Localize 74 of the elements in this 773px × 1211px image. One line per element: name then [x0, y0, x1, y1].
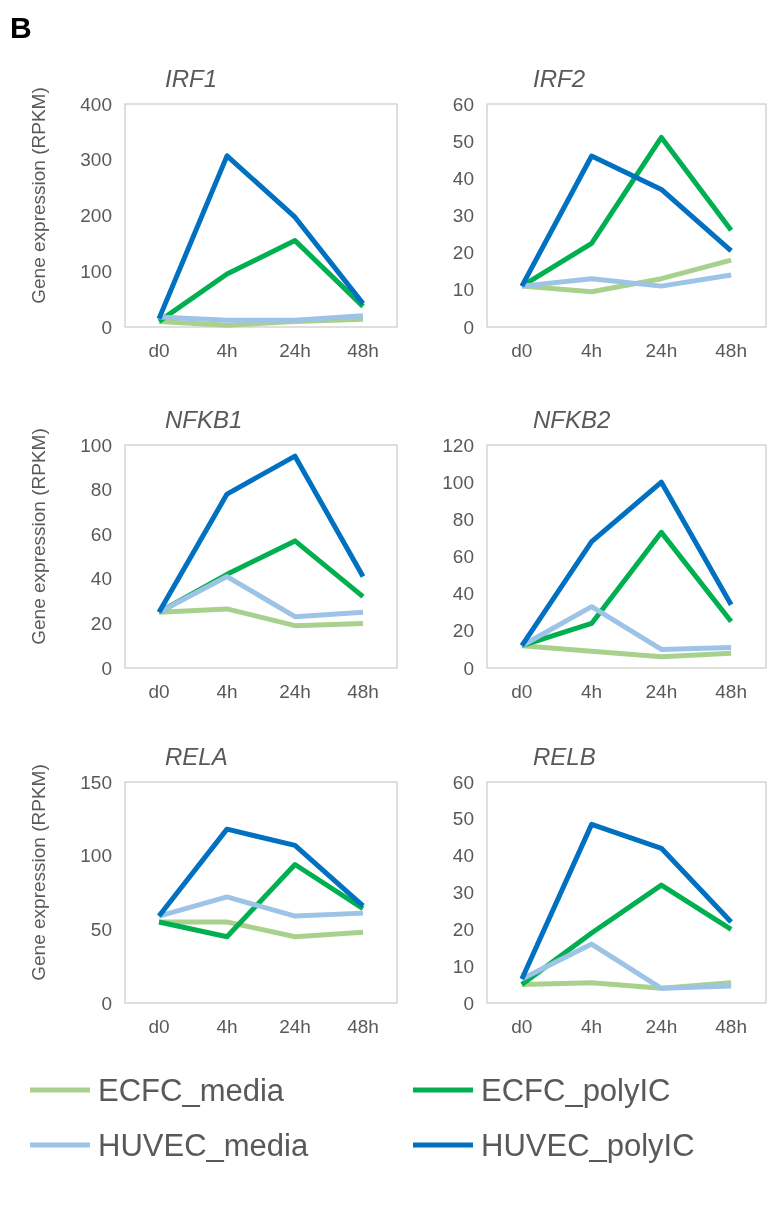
x-tick-label: d0 [511, 1016, 533, 1037]
legend-label: HUVEC_media [98, 1127, 309, 1163]
y-tick-label: 50 [452, 130, 474, 152]
y-tick-label: 300 [80, 149, 112, 171]
x-tick-label: 24h [279, 340, 311, 361]
y-tick-label: 150 [80, 771, 112, 793]
x-tick-label: 48h [347, 681, 379, 702]
x-tick-label: 48h [715, 340, 747, 361]
y-tick-label: 100 [442, 471, 474, 493]
y-tick-label: 0 [101, 316, 112, 338]
x-tick-label: d0 [511, 340, 533, 361]
x-tick-label: 4h [581, 340, 603, 361]
y-tick-label: 40 [452, 845, 474, 867]
y-tick-label: 10 [452, 955, 474, 977]
x-tick-label: 24h [645, 681, 678, 702]
y-tick-label: 0 [463, 316, 474, 338]
x-tick-label: 48h [347, 1016, 379, 1037]
x-tick-label: 24h [645, 1016, 678, 1037]
y-tick-label: 0 [463, 992, 474, 1014]
y-axis-title: Gene expression (RPKM) [28, 428, 49, 645]
chart-title: NFKB2 [533, 406, 611, 433]
y-tick-label: 20 [452, 918, 474, 940]
y-tick-label: 40 [452, 167, 474, 189]
x-tick-label: 24h [645, 340, 678, 361]
y-tick-label: 100 [80, 434, 112, 456]
y-axis-title: Gene expression (RPKM) [28, 764, 49, 981]
y-tick-label: 0 [101, 992, 112, 1014]
x-tick-label: d0 [148, 681, 170, 702]
chart-title: RELB [533, 743, 596, 770]
x-tick-label: 4h [216, 340, 238, 361]
x-tick-label: 48h [715, 681, 747, 702]
x-tick-label: 4h [216, 1016, 238, 1037]
y-tick-label: 100 [80, 260, 112, 282]
y-tick-label: 50 [452, 808, 474, 830]
x-tick-label: d0 [511, 681, 533, 702]
y-tick-label: 200 [80, 205, 112, 227]
y-tick-label: 400 [80, 93, 112, 115]
y-tick-label: 120 [442, 434, 474, 456]
y-tick-label: 0 [463, 657, 474, 679]
legend-label: ECFC_polyIC [481, 1072, 671, 1108]
y-tick-label: 20 [452, 242, 474, 264]
y-tick-label: 30 [452, 205, 474, 227]
x-tick-label: 4h [581, 1016, 603, 1037]
x-tick-label: d0 [148, 340, 170, 361]
y-tick-label: 0 [101, 657, 112, 679]
y-tick-label: 60 [452, 771, 474, 793]
y-tick-label: 40 [90, 568, 112, 590]
y-tick-label: 60 [452, 546, 474, 568]
y-tick-label: 50 [90, 918, 112, 940]
chart-title: NFKB1 [165, 406, 243, 433]
y-axis-title: Gene expression (RPKM) [28, 87, 49, 304]
chart-title: IRF1 [165, 65, 218, 92]
y-tick-label: 80 [452, 508, 474, 530]
y-tick-label: 20 [90, 613, 112, 635]
x-tick-label: 24h [279, 681, 311, 702]
chart-title: RELA [165, 743, 228, 770]
x-tick-label: 4h [581, 681, 603, 702]
y-tick-label: 20 [452, 620, 474, 642]
legend-label: ECFC_media [98, 1072, 285, 1108]
x-tick-label: 48h [715, 1016, 747, 1037]
x-tick-label: d0 [148, 1016, 170, 1037]
x-tick-label: 48h [347, 340, 379, 361]
y-tick-label: 40 [452, 583, 474, 605]
legend-label: HUVEC_polyIC [481, 1127, 695, 1163]
x-tick-label: 24h [279, 1016, 311, 1037]
y-tick-label: 60 [90, 523, 112, 545]
chart-title: IRF2 [533, 65, 586, 92]
y-tick-label: 30 [452, 882, 474, 904]
y-tick-label: 10 [452, 279, 474, 301]
x-tick-label: 4h [216, 681, 238, 702]
y-tick-label: 60 [452, 93, 474, 115]
text: B [10, 11, 32, 44]
y-tick-label: 80 [90, 479, 112, 501]
y-tick-label: 100 [80, 845, 112, 867]
